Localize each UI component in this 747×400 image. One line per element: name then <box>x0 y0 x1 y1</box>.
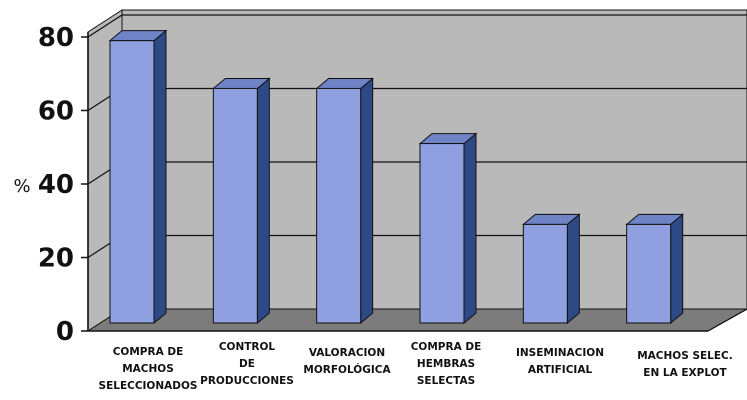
bar <box>211 77 271 325</box>
y-tick-label: 20 <box>38 244 74 274</box>
bar <box>625 213 685 325</box>
x-tick-label-line: EN LA EXPLOT <box>643 367 727 379</box>
y-tick-label: 80 <box>38 23 74 53</box>
bar-front <box>109 40 155 324</box>
bar-front <box>316 87 362 324</box>
bar-side <box>566 213 580 325</box>
x-tick-label-line: CONTROL <box>219 341 276 353</box>
x-tick-label-line: INSEMINACION <box>516 347 604 359</box>
x-tick-label: CONTROL DE PRODUCCIONES <box>200 341 294 387</box>
bar-side <box>670 213 684 325</box>
x-tick-label-line: PRODUCCIONES <box>200 375 294 387</box>
bar-side <box>463 132 477 325</box>
y-tick-label: 0 <box>56 317 74 347</box>
bar-side <box>256 77 270 325</box>
bar <box>315 77 375 325</box>
x-tick-label-line: MORFOLÓGICA <box>303 363 391 376</box>
x-tick-label-line: VALORACION <box>309 347 385 359</box>
bar-side <box>153 29 167 325</box>
x-tick-label-line: MACHOS <box>122 363 174 375</box>
x-tick-label-line: ARTIFICIAL <box>528 364 593 376</box>
x-tick-label-line: HEMBRAS <box>417 358 475 370</box>
x-tick-label-line: COMPRA DE <box>411 341 482 353</box>
floor-edge <box>707 308 747 332</box>
x-tick-label: VALORACION MORFOLÓGICA <box>303 347 391 376</box>
bar <box>108 29 168 325</box>
x-tick-label-line: DE <box>239 358 255 370</box>
y-tick-labels: 0 20 40 60 80 <box>38 23 74 347</box>
bar <box>521 213 581 325</box>
bar <box>418 132 478 325</box>
y-tick-label: 60 <box>38 97 74 127</box>
y-tick-label: 40 <box>38 170 74 200</box>
bars <box>108 29 685 325</box>
x-tick-label-line: COMPRA DE <box>113 346 184 358</box>
y-axis-label: % <box>13 176 30 197</box>
bar-front <box>626 223 672 324</box>
x-tick-labels: COMPRA DE MACHOS SELECCIONADOS CONTROL DE PRO… <box>99 341 733 392</box>
bar-side <box>360 77 374 325</box>
x-tick-label: INSEMINACION ARTIFICIAL <box>516 347 604 376</box>
bar-front <box>522 223 568 324</box>
bar-front <box>212 87 258 324</box>
x-tick-label: COMPRA DE HEMBRAS SELECTAS <box>411 341 482 387</box>
x-tick-label-line: SELECCIONADOS <box>99 380 198 392</box>
x-tick-label: COMPRA DE MACHOS SELECCIONADOS <box>99 346 198 392</box>
gridline <box>87 14 747 38</box>
x-tick-label-line: MACHOS SELEC. <box>637 350 733 362</box>
bar-front <box>419 143 465 324</box>
axes <box>87 32 708 332</box>
x-tick-label-line: SELECTAS <box>417 375 475 387</box>
x-tick-label: MACHOS SELEC. EN LA EXPLOT <box>637 350 733 379</box>
